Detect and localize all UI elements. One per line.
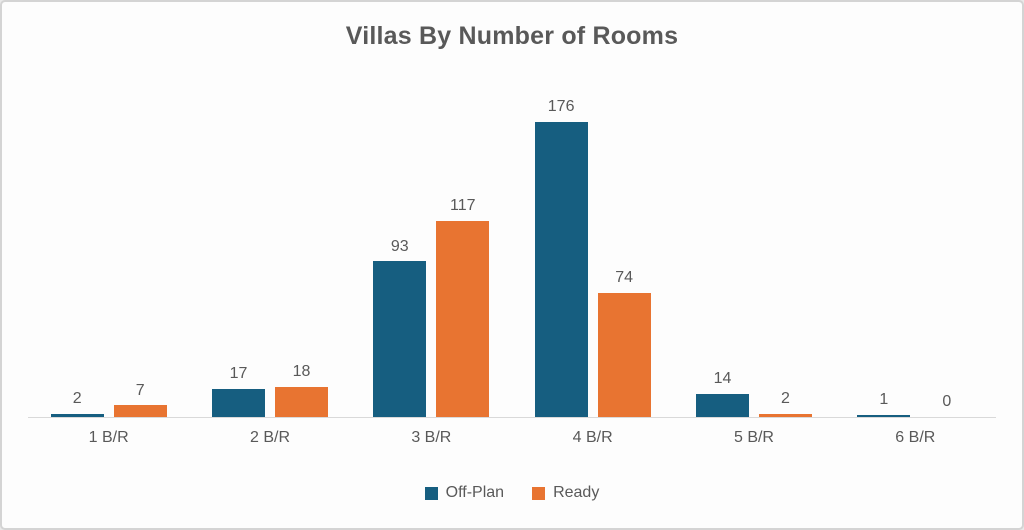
bar-wrap: 17 (211, 364, 265, 417)
category-group-5-b-r: 14 2 5 B/R (673, 90, 834, 446)
bar-value-label: 1 (879, 391, 889, 409)
bar-wrap: 14 (695, 369, 749, 417)
bar-value-label: 2 (72, 390, 82, 408)
x-tick-label: 3 B/R (411, 429, 452, 446)
bar-wrap: 117 (436, 197, 490, 417)
bar-value-label: 176 (547, 98, 575, 116)
bar-ready-5-b-r (758, 413, 812, 417)
x-tick-label: 2 B/R (249, 429, 290, 446)
bar-off-plan-5-b-r (695, 393, 749, 417)
bar-off-plan-3-b-r (373, 261, 427, 417)
legend-item-off-plan: Off-Plan (424, 484, 505, 502)
bar-ready-3-b-r (436, 220, 490, 417)
chart-title: Villas By Number of Rooms (345, 22, 679, 50)
off-plan-swatch-icon (424, 486, 438, 500)
x-tick-label: 5 B/R (733, 429, 774, 446)
bar-wrap: 93 (373, 237, 427, 417)
bar-value-label: 93 (390, 237, 409, 255)
legend-label-off-plan: Off-Plan (445, 484, 505, 501)
bar-wrap: 74 (597, 269, 651, 417)
category-group-6-b-r: 1 0 6 B/R (835, 90, 996, 446)
bar-wrap: 1 (857, 391, 911, 417)
bar-value-label: 0 (942, 393, 952, 411)
bar-ready-4-b-r (597, 292, 651, 417)
x-tick-label: 4 B/R (572, 429, 613, 446)
bar-value-label: 117 (450, 197, 476, 215)
x-tick-label: 6 B/R (895, 429, 936, 446)
bar-ready-1-b-r (113, 405, 167, 417)
legend-label-ready: Ready (553, 484, 600, 501)
category-group-2-b-r: 17 18 2 B/R (189, 90, 350, 446)
bar-off-plan-2-b-r (211, 388, 265, 417)
x-tick-label: 1 B/R (88, 429, 129, 446)
category-group-1-b-r: 2 7 1 B/R (28, 90, 189, 446)
category-group-4-b-r: 176 74 4 B/R (512, 90, 673, 446)
bar-value-label: 74 (615, 269, 634, 287)
bar-off-plan-1-b-r (50, 413, 104, 417)
bar-wrap: 18 (274, 363, 328, 417)
bar-wrap: 176 (534, 98, 588, 417)
category-group-3-b-r: 93 117 3 B/R (351, 90, 512, 446)
bar-value-label: 7 (135, 381, 145, 399)
ready-swatch-icon (532, 486, 546, 500)
bar-wrap: 0 (920, 393, 973, 417)
bar-wrap: 7 (113, 381, 167, 417)
bar-wrap: 2 (50, 390, 104, 417)
bar-off-plan-6-b-r (857, 415, 911, 417)
legend: Off-Plan Ready (2, 484, 1022, 502)
bar-value-label: 17 (229, 364, 248, 382)
bar-off-plan-4-b-r (534, 122, 588, 417)
legend-item-ready: Ready (532, 484, 599, 502)
bar-ready-2-b-r (274, 386, 328, 417)
bar-value-label: 14 (713, 369, 732, 387)
bar-wrap: 2 (758, 390, 812, 417)
plot-area: 2 7 1 B/R 17 18 2 B/R 93 117 3 B/R 176 74 4 B/R 14 2 5… (28, 90, 996, 446)
bar-value-label: 18 (292, 363, 311, 381)
bar-value-label: 2 (781, 390, 790, 408)
